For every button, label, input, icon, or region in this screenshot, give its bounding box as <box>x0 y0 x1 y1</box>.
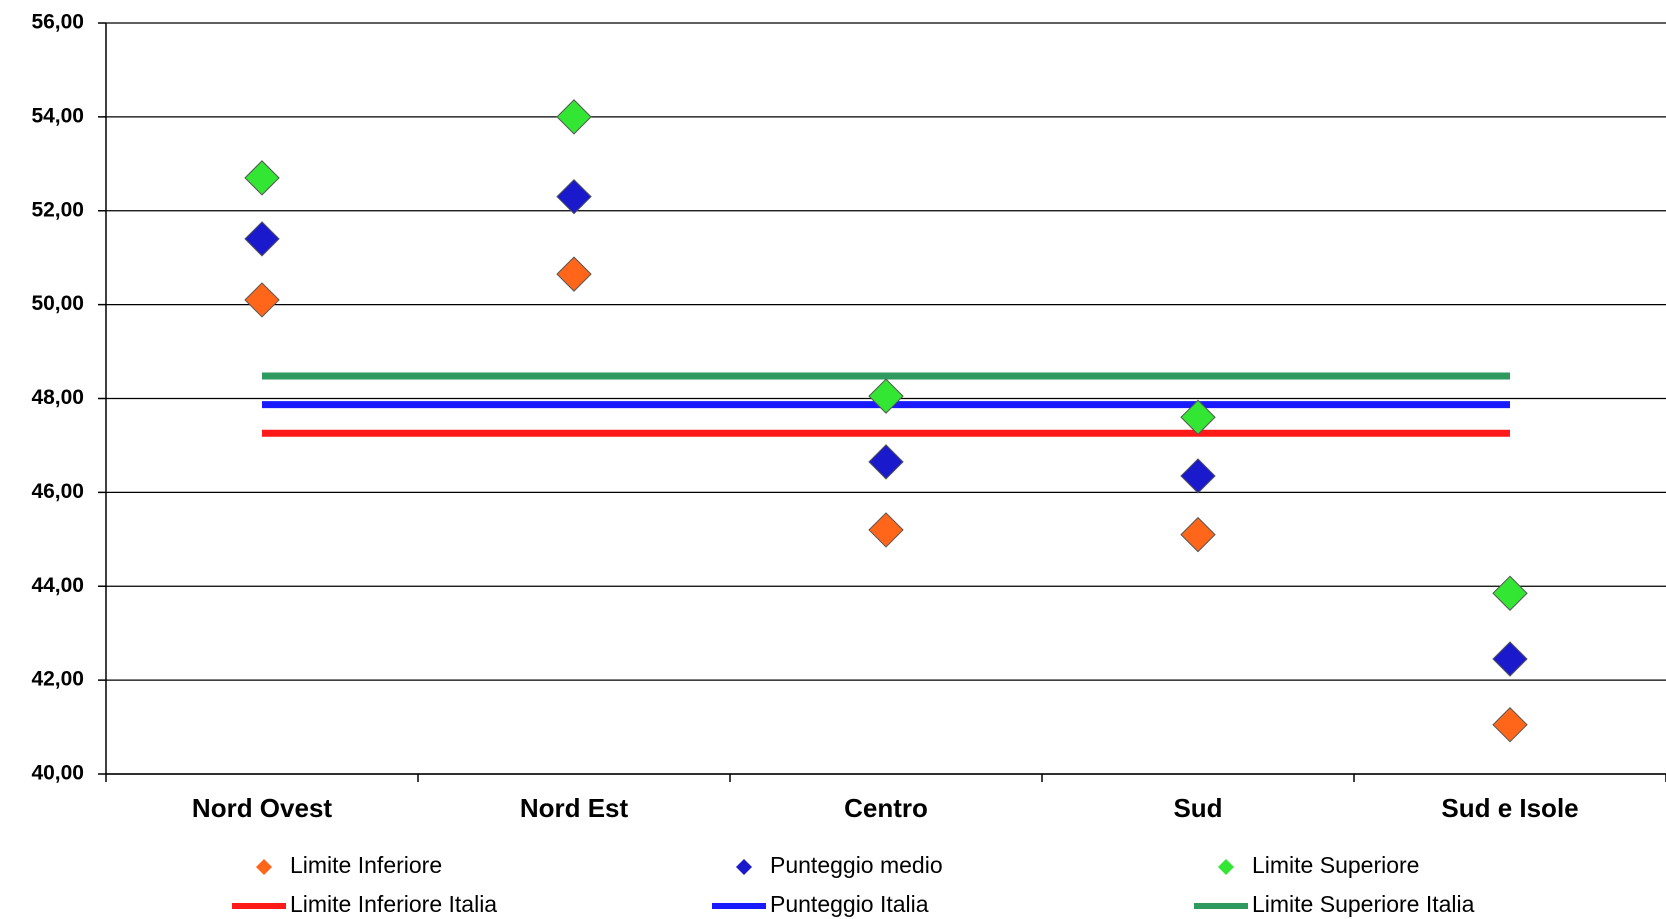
legend-marker <box>1218 859 1234 875</box>
marker <box>244 160 280 196</box>
y-tick-label: 46,00 <box>31 480 84 503</box>
y-tick-label: 56,00 <box>31 11 84 34</box>
marker <box>556 256 592 292</box>
y-tick-label: 50,00 <box>31 292 84 315</box>
marker <box>868 444 904 480</box>
legend-label: Limite Inferiore <box>290 852 442 878</box>
marker <box>244 221 280 257</box>
x-tick-label: Nord Est <box>520 793 629 823</box>
marker <box>244 282 280 318</box>
marker <box>1492 641 1528 677</box>
y-tick-label: 40,00 <box>31 762 84 785</box>
legend-label: Punteggio Italia <box>770 891 929 917</box>
y-tick-label: 48,00 <box>31 386 84 409</box>
legend-label: Punteggio medio <box>770 852 943 878</box>
x-tick-label: Centro <box>844 793 928 823</box>
marker <box>1180 516 1216 553</box>
marker <box>1180 458 1216 494</box>
marker <box>1492 707 1528 743</box>
legend-label: Limite Superiore <box>1252 852 1419 878</box>
x-tick-label: Sud <box>1173 793 1222 823</box>
legend-marker <box>256 859 272 875</box>
marker <box>556 178 592 215</box>
legend-label: Limite Superiore Italia <box>1252 891 1475 917</box>
marker <box>868 512 904 548</box>
y-tick-label: 52,00 <box>31 198 84 221</box>
y-tick-label: 42,00 <box>31 668 84 691</box>
marker <box>1180 399 1216 435</box>
legend-label: Limite Inferiore Italia <box>290 891 497 917</box>
marker <box>556 99 592 135</box>
x-tick-label: Nord Ovest <box>192 793 332 823</box>
y-tick-label: 44,00 <box>31 574 84 597</box>
legend-marker <box>736 859 752 875</box>
y-tick-label: 54,00 <box>31 104 84 127</box>
marker <box>1492 575 1528 611</box>
marker <box>868 378 904 414</box>
x-tick-label: Sud e Isole <box>1441 793 1578 823</box>
